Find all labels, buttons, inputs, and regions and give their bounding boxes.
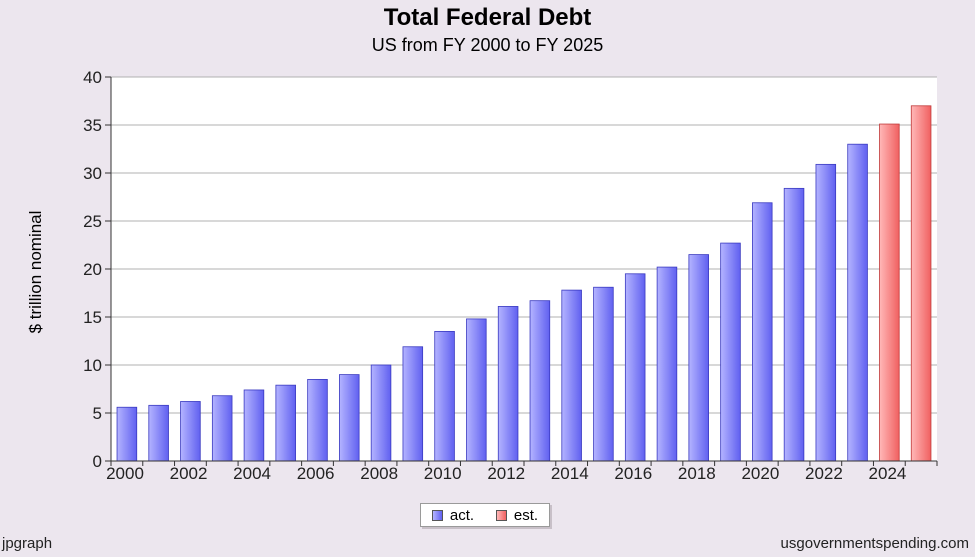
y-tick-label: 0 [93,452,102,471]
bar-act-2014 [561,289,582,462]
chart-title: Total Federal Debt [383,4,592,31]
x-tick-label-2012: 2012 [487,464,525,483]
x-tick-label-2018: 2018 [678,464,716,483]
bar-act-2002 [180,401,201,462]
bar-act-2023 [847,143,868,462]
bar-act-2016 [624,273,646,462]
bar-act-2015 [593,286,614,462]
bar-act-2012 [497,306,519,462]
x-tick-label-2008: 2008 [360,464,398,483]
bar-act-2004 [243,389,265,462]
x-tick-label-2016: 2016 [614,464,652,483]
footer-source: usgovernmentspending.com [780,535,969,552]
bar-act-2003 [211,395,233,462]
x-tick-label-2002: 2002 [170,464,208,483]
legend-swatch-act [431,509,443,521]
y-tick-label: 35 [83,116,102,135]
bar-act-2011 [466,318,487,462]
x-tick-label-2010: 2010 [424,464,462,483]
x-tick-label-2006: 2006 [297,464,335,483]
legend-label-est: est. [513,506,539,524]
legend: act. est. [420,503,550,527]
x-tick-label-2014: 2014 [551,464,589,483]
footer-credit: jpgraph [2,535,53,552]
legend-label-act: act. [449,506,475,524]
bar-act-2001 [148,404,169,462]
x-tick-label-2024: 2024 [869,464,907,483]
bar-act-2021 [783,187,805,462]
y-tick-label: 30 [83,164,102,183]
axes: 0 5 10 15 20 25 30 35 40 2000 2002 2004 2006 2008 2010… [83,68,938,483]
bar-act-2009 [402,346,424,462]
bar-act-2017 [656,266,678,462]
bar-act-2022 [815,163,837,462]
y-tick-label: 15 [83,308,102,327]
y-tick-label: 5 [93,404,102,423]
y-tick-label: 10 [83,356,102,375]
bar-act-2020 [752,202,773,462]
bar-act-2000 [116,406,138,462]
bar-act-2018 [688,254,709,462]
bar-act-2010 [434,330,455,462]
x-tick-label-2020: 2020 [741,464,779,483]
y-tick-label: 20 [83,260,102,279]
bar-est-2024 [879,123,900,462]
bar-act-2013 [529,300,551,462]
x-tick-label-2000: 2000 [106,464,144,483]
legend-item-est: est. [495,506,539,524]
chart-subtitle: US from FY 2000 to FY 2025 [371,35,604,55]
bar-act-2006 [307,378,328,462]
y-tick-label: 40 [83,68,102,87]
x-tick-label-2004: 2004 [233,464,271,483]
y-tick-label: 25 [83,212,102,231]
bar-est-2025 [910,105,932,462]
bars [116,105,932,462]
legend-swatch-est [495,509,507,521]
bar-act-2005 [275,384,296,462]
bar-act-2019 [720,242,741,462]
x-tick-label-2022: 2022 [805,464,843,483]
bar-act-2008 [370,364,392,462]
legend-item-act: act. [431,506,475,524]
bar-act-2007 [339,374,360,462]
